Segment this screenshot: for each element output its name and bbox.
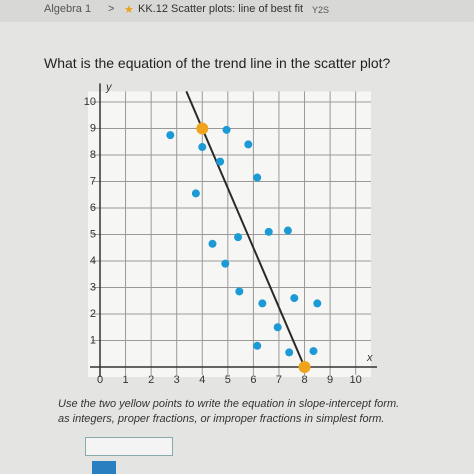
instruction: Use the two yellow points to write the e… xyxy=(58,398,400,410)
data-point xyxy=(235,287,244,296)
x-tick-label: 7 xyxy=(276,374,282,386)
data-point xyxy=(264,227,273,236)
data-point xyxy=(216,157,225,166)
key-point xyxy=(298,361,311,373)
separator: > xyxy=(108,3,115,15)
data-point xyxy=(221,259,230,268)
data-point xyxy=(234,233,243,242)
check-button[interactable] xyxy=(92,461,116,474)
data-point xyxy=(283,226,292,235)
question: What is the equation of the trend line i… xyxy=(44,55,391,71)
data-point xyxy=(208,239,217,248)
x-tick-label: 6 xyxy=(250,374,256,386)
instruction: as integers, proper fractions, or improp… xyxy=(58,413,385,425)
lesson-title: KK.12 Scatter plots: line of best fit xyxy=(138,3,304,15)
lesson-code: Y2S xyxy=(312,5,330,15)
answer-input[interactable] xyxy=(85,437,173,456)
data-point xyxy=(313,299,322,308)
y-tick-label: 7 xyxy=(90,175,96,187)
data-point xyxy=(191,189,200,198)
data-point xyxy=(258,299,267,308)
data-point xyxy=(166,131,175,140)
y-tick-label: 6 xyxy=(90,202,96,214)
data-point xyxy=(253,341,262,350)
star-icon: ★ xyxy=(124,4,134,16)
x-axis-label: x xyxy=(366,352,373,364)
data-point xyxy=(222,125,231,134)
x-tick-label: 3 xyxy=(174,374,180,386)
x-tick-label: 10 xyxy=(350,374,362,386)
y-tick-label: 9 xyxy=(90,122,96,134)
trend-line xyxy=(185,91,306,368)
y-tick-label: 3 xyxy=(90,281,96,293)
data-point xyxy=(309,347,318,356)
data-point xyxy=(244,140,253,149)
x-tick-label: 9 xyxy=(327,374,333,386)
y-tick-label: 1 xyxy=(90,334,96,346)
y-tick-label: 2 xyxy=(90,308,96,320)
data-point xyxy=(253,173,262,182)
y-tick-label: 10 xyxy=(84,96,96,108)
data-point xyxy=(273,323,282,332)
x-tick-label: 2 xyxy=(148,374,154,386)
y-tick-label: 8 xyxy=(90,149,96,161)
key-point xyxy=(196,122,209,135)
x-tick-label: 4 xyxy=(199,374,205,386)
y-axis-label: y xyxy=(105,81,113,93)
course-link[interactable]: Algebra 1 xyxy=(44,3,92,15)
breadcrumb: Algebra 1 > ★ KK.12 Scatter plots: line … xyxy=(0,0,474,22)
y-tick-label: 5 xyxy=(90,228,96,240)
y-tick-label: 4 xyxy=(90,255,96,267)
x-tick-label: 8 xyxy=(301,374,307,386)
data-point xyxy=(285,348,294,357)
data-point xyxy=(290,294,299,303)
x-tick-label: 5 xyxy=(225,374,231,386)
data-point xyxy=(198,143,207,152)
x-tick-label: 0 xyxy=(97,374,103,386)
x-tick-label: 1 xyxy=(123,374,129,386)
